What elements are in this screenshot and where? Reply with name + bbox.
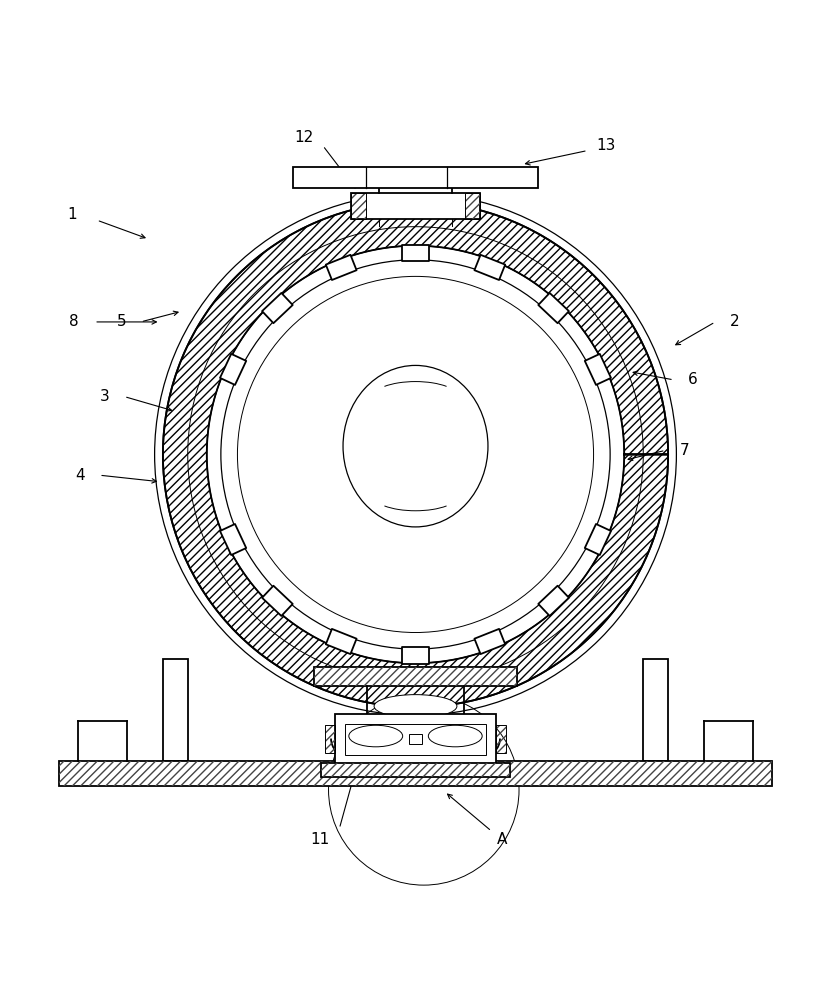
Bar — [465, 193, 479, 219]
Polygon shape — [220, 524, 246, 555]
Polygon shape — [402, 245, 429, 261]
Polygon shape — [163, 202, 668, 707]
Bar — [293, 167, 538, 188]
Circle shape — [146, 185, 685, 724]
Ellipse shape — [374, 695, 457, 718]
Bar — [321, 763, 510, 777]
Polygon shape — [475, 255, 505, 280]
Bar — [163, 659, 188, 761]
Bar — [643, 659, 668, 761]
Text: 12: 12 — [294, 130, 313, 145]
Polygon shape — [326, 629, 356, 654]
Bar — [335, 714, 496, 765]
Text: 1: 1 — [67, 207, 76, 222]
Text: 4: 4 — [76, 468, 85, 483]
Ellipse shape — [343, 365, 488, 527]
Polygon shape — [326, 255, 356, 280]
Text: 3: 3 — [100, 389, 110, 404]
Text: 11: 11 — [311, 832, 330, 847]
Bar — [59, 761, 772, 786]
Bar — [352, 193, 366, 219]
Bar — [345, 724, 486, 755]
Bar — [465, 193, 479, 219]
Bar — [496, 725, 506, 753]
Bar — [352, 193, 366, 219]
Polygon shape — [538, 293, 569, 323]
Text: 7: 7 — [680, 443, 690, 458]
Polygon shape — [262, 293, 293, 323]
Text: 2: 2 — [730, 314, 740, 329]
Bar — [321, 763, 510, 777]
Polygon shape — [262, 586, 293, 616]
Bar — [314, 667, 517, 686]
Polygon shape — [220, 354, 246, 385]
Polygon shape — [475, 629, 505, 654]
Text: 5: 5 — [116, 314, 126, 329]
Bar — [325, 725, 335, 753]
Polygon shape — [585, 524, 611, 555]
Bar — [59, 761, 772, 786]
Polygon shape — [538, 586, 569, 616]
Bar — [314, 667, 517, 686]
Polygon shape — [402, 647, 429, 664]
Text: A: A — [497, 832, 508, 847]
Bar — [409, 734, 422, 744]
Text: 8: 8 — [70, 314, 79, 329]
Polygon shape — [585, 354, 611, 385]
Text: 13: 13 — [597, 138, 616, 153]
Text: 6: 6 — [688, 372, 698, 387]
Bar — [352, 193, 479, 219]
Bar — [325, 725, 335, 753]
Bar — [496, 725, 506, 753]
